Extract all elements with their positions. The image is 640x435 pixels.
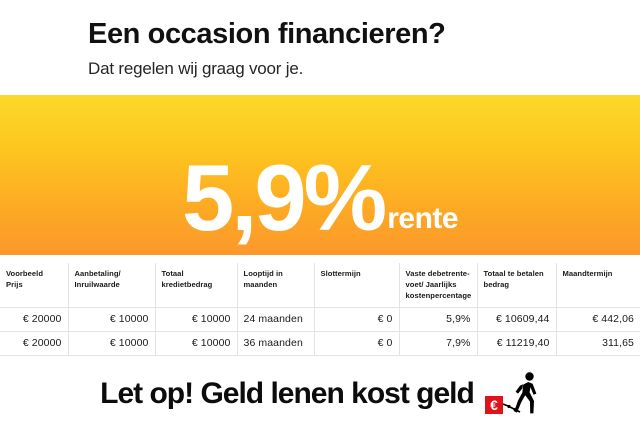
table-row: € 20000 € 10000 € 10000 36 maanden € 0 7… [0, 330, 640, 356]
cell-looptijd: 36 maanden [236, 330, 315, 356]
table-header-row: Voorbeeld Prijs Aanbetaling/ Inruilwaard… [0, 263, 640, 308]
page-subtitle: Dat regelen wij graag voor je. [88, 59, 304, 79]
page-title: Een occasion financieren? [88, 18, 446, 50]
cell-voorbeeld-prijs: € 20000 [0, 330, 69, 356]
column-header-totaal-kredietbedrag: Totaal kredietbedrag [154, 263, 238, 308]
cell-rentepercentage: 5,9% [398, 306, 478, 332]
cell-totaal-te-betalen: € 11219,40 [476, 330, 557, 356]
column-header-maandtermijn: Maandtermijn [555, 263, 640, 308]
cell-totaal-kredietbedrag: € 10000 [154, 330, 238, 356]
credit-warning-banner: Let op! Geld lenen kost geld € [0, 355, 640, 433]
euro-symbol-icon: € [490, 397, 498, 413]
cell-maandtermijn: 311,65 [555, 330, 640, 356]
cell-maandtermijn: € 442,06 [555, 306, 640, 332]
cell-slottermijn: € 0 [313, 306, 400, 332]
cell-aanbetaling: € 10000 [67, 306, 156, 332]
column-header-looptijd: Looptijd in maanden [236, 263, 315, 308]
finance-table-container: Voorbeeld Prijs Aanbetaling/ Inruilwaard… [0, 255, 640, 356]
rate-banner-content: 5,9% rente [181, 145, 459, 251]
column-header-totaal-te-betalen: Totaal te betalen bedrag [476, 263, 557, 308]
credit-warning-text: Let op! Geld lenen kost geld [100, 377, 475, 410]
column-header-voorbeeld-prijs: Voorbeeld Prijs [0, 263, 69, 308]
table-row: € 20000 € 10000 € 10000 24 maanden € 0 5… [0, 306, 640, 332]
cell-voorbeeld-prijs: € 20000 [0, 306, 69, 332]
finance-example-table: Voorbeeld Prijs Aanbetaling/ Inruilwaard… [0, 263, 640, 356]
interest-rate-value: 5,9% [181, 145, 387, 251]
cell-rentepercentage: 7,9% [398, 330, 478, 356]
cell-totaal-te-betalen: € 10609,44 [476, 306, 557, 332]
column-header-rentepercentage: Vaste debetrente- voet/ Jaarlijks kosten… [398, 263, 478, 308]
walking-person-icon [514, 372, 537, 414]
cell-aanbetaling: € 10000 [67, 330, 156, 356]
interest-rate-banner: 5,9% rente [0, 95, 640, 255]
column-header-aanbetaling: Aanbetaling/ Inruilwaarde [67, 263, 156, 308]
cell-slottermijn: € 0 [313, 330, 400, 356]
chain-link-icon [507, 404, 511, 409]
cell-looptijd: 24 maanden [236, 306, 315, 332]
euro-block-icon [484, 396, 503, 414]
column-header-slottermijn: Slottermijn [313, 263, 400, 308]
page-header: Een occasion financieren? Dat regelen wi… [0, 0, 640, 95]
money-costs-money-warning-icon: € [484, 372, 537, 414]
interest-rate-label: rente [387, 202, 459, 236]
cell-totaal-kredietbedrag: € 10000 [154, 306, 238, 332]
